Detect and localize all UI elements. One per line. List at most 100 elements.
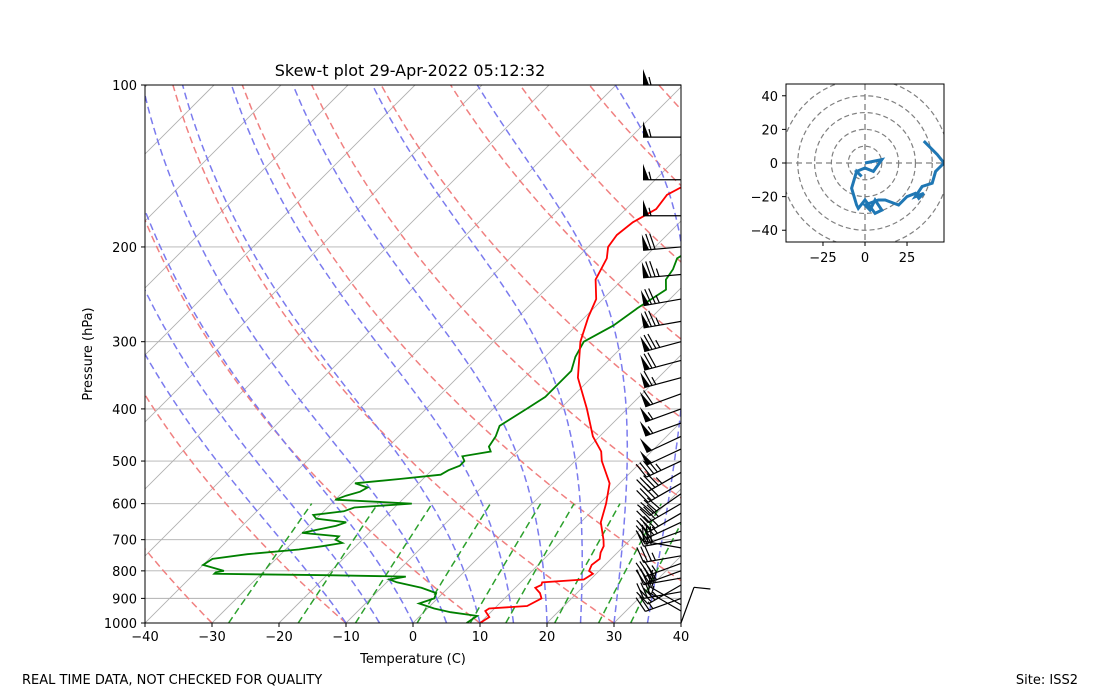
y-tick-label: 200 <box>112 241 137 256</box>
y-tick-label: 100 <box>112 79 137 94</box>
hodograph-y-tick-label: −40 <box>751 224 778 239</box>
wind-barb <box>639 448 682 466</box>
wind-barb <box>640 288 682 307</box>
dry-adiabat-line <box>241 85 681 582</box>
isotherm-line <box>145 85 617 557</box>
wind-barb <box>640 310 682 329</box>
y-tick-label: 800 <box>112 565 137 580</box>
wind-barb <box>637 493 682 516</box>
quality-disclaimer: REAL TIME DATA, NOT CHECKED FOR QUALITY <box>22 673 323 688</box>
x-tick-label: 40 <box>673 630 690 645</box>
moist-adiabat-line <box>145 288 381 623</box>
y-tick-label: 400 <box>112 403 137 418</box>
dry-adiabats <box>145 85 1100 623</box>
site-label: Site: ISS2 <box>1015 673 1078 688</box>
wind-barb <box>643 121 681 138</box>
wind-barb <box>639 435 682 454</box>
dry-adiabat-line <box>380 85 681 419</box>
x-tick-label: 20 <box>539 630 556 645</box>
isotherm-line <box>412 354 681 623</box>
y-tick-label: 300 <box>112 336 137 351</box>
wind-barb <box>636 584 682 605</box>
moist-adiabat-line <box>230 85 515 623</box>
temperature-profile-line <box>479 186 681 623</box>
dry-adiabat-line <box>798 85 1100 623</box>
wind-barb <box>643 163 681 181</box>
moist-adiabat-line <box>292 85 548 623</box>
isotherm-line <box>546 488 681 623</box>
isotherm-line <box>145 85 349 289</box>
x-axis-ticks: −40 −30 −20 −10 0 10 20 30 40 <box>131 623 689 645</box>
x-tick-label: −20 <box>265 630 292 645</box>
isotherm-line <box>815 85 1100 623</box>
wind-barb <box>635 596 682 612</box>
isotherm-grid <box>0 85 1100 623</box>
hodograph-y-tick-label: 0 <box>770 157 778 172</box>
isotherm-line <box>680 622 681 623</box>
wind-barb <box>641 233 682 251</box>
mixing-ratio-line <box>505 503 575 623</box>
isotherm-line <box>0 85 13 623</box>
isotherm-line <box>145 85 282 222</box>
dry-adiabat-line <box>311 85 681 499</box>
dry-adiabat-line <box>145 393 347 623</box>
pressure-gridlines <box>145 85 681 623</box>
wind-barb <box>635 458 682 478</box>
dry-adiabat-line <box>519 85 681 263</box>
x-tick-label: 30 <box>606 630 623 645</box>
y-tick-label: 900 <box>112 592 137 607</box>
isotherm-line <box>145 85 416 356</box>
hodograph-plot: −25 0 25 −40 −20 0 20 40 <box>751 83 945 266</box>
wind-barbs <box>635 69 711 624</box>
moist-adiabat-line <box>371 85 583 623</box>
moist-adiabat-line <box>476 85 629 623</box>
hodograph-x-tick-label: −25 <box>809 251 836 266</box>
isotherm-line <box>145 86 681 623</box>
x-tick-label: 10 <box>472 630 489 645</box>
isotherm-line <box>748 85 1100 623</box>
wind-barb <box>643 69 681 86</box>
moist-adiabat-line <box>145 91 448 623</box>
wind-barb <box>636 545 682 563</box>
x-tick-label: −30 <box>198 630 225 645</box>
isotherm-line <box>479 421 681 623</box>
isotherm-line <box>278 220 681 623</box>
hodograph-x-tick-label: 25 <box>899 251 916 266</box>
y-tick-label: 600 <box>112 498 137 513</box>
wind-barb <box>640 352 682 371</box>
y-tick-label: 1000 <box>104 617 137 632</box>
wind-barb <box>636 503 682 524</box>
dry-adiabat-line <box>172 85 615 623</box>
isotherm-line <box>145 85 215 155</box>
moist-adiabat-line <box>181 85 481 623</box>
moist-adiabats <box>145 85 681 623</box>
x-tick-label: −40 <box>131 630 158 645</box>
isotherm-line <box>145 85 483 423</box>
dry-adiabat-line <box>145 218 481 623</box>
hodograph-ring <box>813 111 917 215</box>
mixing-ratio-line <box>227 503 313 623</box>
moist-adiabat-line <box>614 85 681 623</box>
moist-adiabat-line <box>145 208 414 623</box>
wind-barb <box>641 260 682 279</box>
skew-t-plot: −40 −30 −20 −10 0 10 20 30 40 100090080070060050… <box>0 61 1100 667</box>
wind-barb <box>639 421 682 437</box>
x-tick-label: −10 <box>332 630 359 645</box>
mixing-ratio-line <box>469 503 542 623</box>
wind-barb <box>639 406 682 423</box>
hodograph-y-tick-label: 20 <box>761 123 778 138</box>
isotherm-line <box>0 85 80 623</box>
hodograph-x-ticks: −25 0 25 <box>809 242 915 266</box>
moist-adiabat-line <box>145 352 347 623</box>
mixing-ratio-line <box>416 503 492 623</box>
chart-title: Skew-t plot 29-Apr-2022 05:12:32 <box>275 61 546 80</box>
hodograph-y-tick-label: −20 <box>751 191 778 206</box>
wind-barb <box>639 390 682 408</box>
hodograph-y-tick-label: 40 <box>761 90 778 105</box>
mixing-ratio-line <box>597 503 662 623</box>
dry-adiabat-line <box>728 85 1100 623</box>
hodograph-x-tick-label: 0 <box>861 251 869 266</box>
isotherm-line <box>145 85 550 490</box>
isotherm-line <box>613 555 681 623</box>
hodograph-y-ticks: −40 −20 0 20 40 <box>751 90 786 239</box>
